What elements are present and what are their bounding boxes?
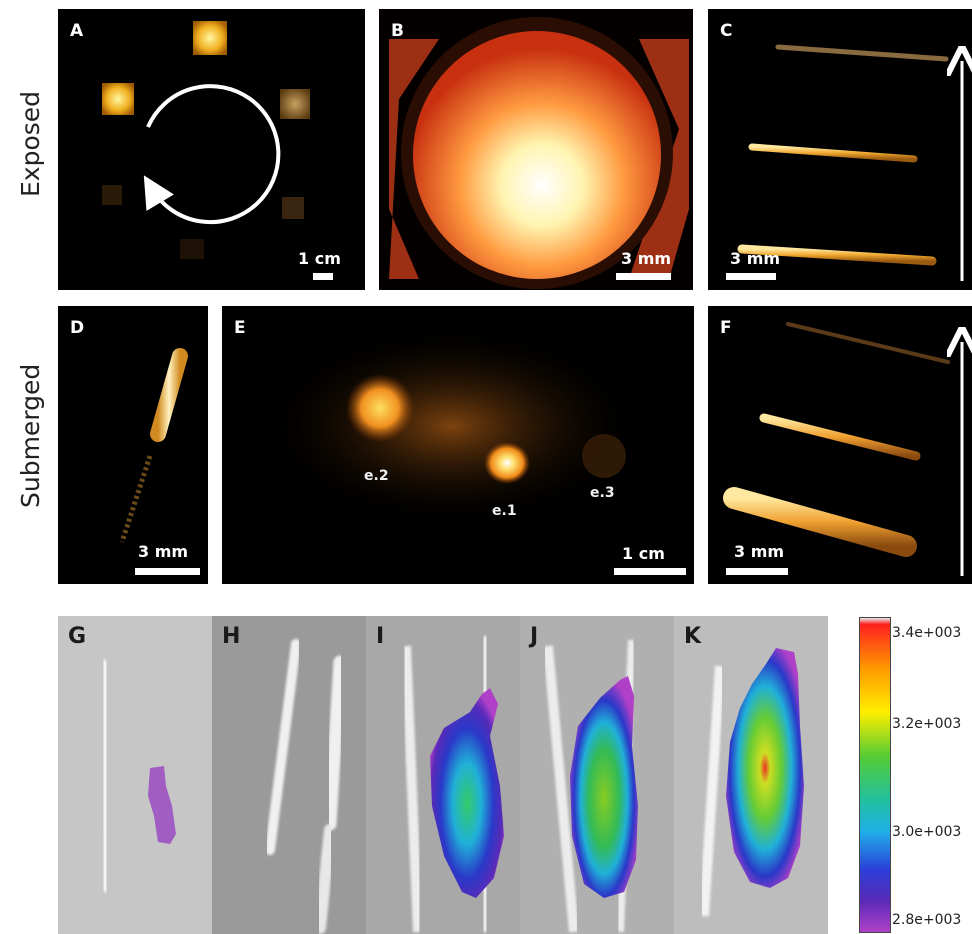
panel-g: G bbox=[58, 616, 212, 934]
heatmap-signal bbox=[726, 648, 804, 888]
rod bbox=[737, 244, 937, 266]
panel-f-image bbox=[723, 322, 972, 576]
scale-bar bbox=[726, 568, 788, 575]
panel-f: F 3 mm bbox=[708, 306, 972, 584]
scale-bar-label: 1 cm bbox=[298, 249, 341, 268]
sample-cube bbox=[282, 197, 304, 219]
panel-e-image bbox=[262, 326, 642, 526]
panel-label: H bbox=[222, 624, 241, 649]
rod bbox=[759, 413, 921, 461]
sample-cube bbox=[102, 185, 122, 205]
colorbar-tick: 2.8e+003 bbox=[892, 912, 962, 928]
panel-i-image bbox=[401, 635, 504, 933]
heatmap-signal bbox=[430, 688, 504, 898]
rod bbox=[699, 665, 725, 917]
panel-g-image bbox=[99, 659, 176, 893]
spot-label-e2: e.2 bbox=[364, 468, 389, 484]
panel-label: E bbox=[234, 318, 246, 338]
rod bbox=[265, 639, 301, 855]
signal-spot bbox=[148, 766, 176, 844]
panel-c-image bbox=[737, 44, 972, 281]
panel-label: D bbox=[70, 318, 85, 338]
rotation-arrow-icon bbox=[143, 84, 281, 225]
rod bbox=[723, 487, 917, 557]
panel-label: I bbox=[376, 624, 385, 649]
sample-cube bbox=[193, 21, 227, 55]
rod bbox=[401, 645, 423, 933]
rod bbox=[99, 659, 111, 893]
rod bbox=[150, 348, 188, 442]
panel-d-image bbox=[119, 348, 188, 543]
panel-c: C 3 mm bbox=[708, 9, 972, 290]
panel-j: J bbox=[520, 616, 674, 934]
panel-h: H bbox=[212, 616, 366, 934]
panel-a: A 1 cm bbox=[58, 9, 365, 290]
panel-k: K bbox=[674, 616, 828, 934]
rod-trail bbox=[119, 455, 153, 543]
colorbar-tick: 3.0e+003 bbox=[892, 824, 962, 840]
panel-label: A bbox=[70, 21, 84, 41]
colorbar bbox=[859, 617, 891, 933]
scale-bar-label: 3 mm bbox=[730, 249, 781, 268]
rod bbox=[748, 143, 918, 163]
panel-h-image bbox=[265, 639, 347, 934]
panel-b: B 3 mm bbox=[379, 9, 693, 290]
spot-label-e1: e.1 bbox=[492, 503, 517, 519]
panel-label: B bbox=[391, 21, 404, 41]
spot-label-e3: e.3 bbox=[590, 485, 615, 501]
glowing-disc bbox=[413, 31, 661, 279]
panel-k-image bbox=[699, 648, 804, 917]
rod bbox=[543, 645, 579, 933]
colorbar-tick: 3.2e+003 bbox=[892, 716, 962, 732]
row-label-exposed: Exposed bbox=[16, 90, 45, 197]
rod bbox=[323, 655, 347, 831]
panel-label: G bbox=[68, 624, 87, 649]
panel-j-image bbox=[543, 639, 638, 933]
panel-label: J bbox=[530, 624, 539, 649]
scale-bar bbox=[726, 273, 776, 280]
panel-a-image bbox=[102, 21, 310, 259]
panel-d: D 3 mm bbox=[58, 306, 208, 584]
scale-bar-label: 1 cm bbox=[622, 544, 665, 563]
sample-cube bbox=[280, 89, 310, 119]
rod bbox=[775, 44, 949, 62]
scale-bar bbox=[614, 568, 686, 575]
scale-bar-label: 3 mm bbox=[138, 542, 189, 561]
scale-bar-label: 3 mm bbox=[621, 249, 672, 268]
colorbar-tick: 3.4e+003 bbox=[892, 625, 962, 641]
panel-label: K bbox=[684, 624, 702, 649]
sample-cube bbox=[102, 83, 134, 115]
scale-bar bbox=[616, 273, 671, 280]
spot-e3 bbox=[582, 434, 626, 478]
scale-bar bbox=[135, 568, 200, 575]
panel-b-image bbox=[389, 17, 689, 289]
scale-bar bbox=[313, 273, 333, 280]
panel-label: F bbox=[720, 318, 732, 338]
rod bbox=[314, 824, 336, 934]
sample-cube bbox=[180, 239, 204, 259]
spot-e2 bbox=[346, 374, 414, 442]
spot-e1 bbox=[484, 442, 530, 484]
scale-bar-label: 3 mm bbox=[734, 542, 785, 561]
panel-label: C bbox=[720, 21, 733, 41]
heatmap-signal bbox=[570, 676, 638, 898]
rod bbox=[786, 322, 950, 364]
panel-e: E e.2 e.1 e.3 1 cm bbox=[222, 306, 694, 584]
row-label-submerged: Submerged bbox=[16, 363, 45, 508]
panel-i: I bbox=[366, 616, 520, 934]
